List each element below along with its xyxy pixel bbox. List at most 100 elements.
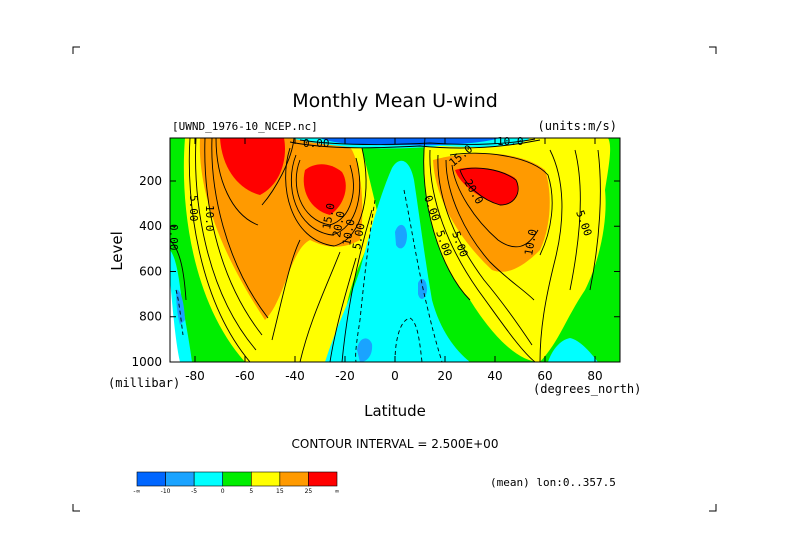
file-label: [UWND_1976-10_NCEP.nc] [172, 120, 318, 133]
contour-label: 20.0 [330, 210, 347, 238]
contour-label: 5.00 [187, 195, 200, 222]
y-axis: 200 400 600 800 1000 [131, 174, 620, 369]
x-tick-label: -40 [285, 369, 305, 383]
contour-line [437, 154, 533, 346]
contour-line [285, 147, 367, 247]
contour-line [539, 149, 563, 362]
colorbar-tick-label: 5 [249, 488, 253, 495]
contour-line [170, 239, 187, 301]
sh-jet-red-high [220, 138, 285, 195]
contour-line [329, 257, 357, 362]
x-tick-label: -20 [335, 369, 355, 383]
crop-mark-top-left [72, 46, 80, 54]
dashed-contour-lines [175, 189, 443, 362]
easterly-spot-2 [418, 278, 427, 299]
mean-note: (mean) lon:0..357.5 [490, 476, 616, 489]
contour-label: 15.0 [320, 202, 337, 230]
colorbar-tick-label: -∞ [133, 488, 140, 495]
colorbar-tick-label: 25 [305, 488, 313, 495]
y-tick-label: 1000 [131, 355, 162, 369]
contour-line [195, 138, 257, 351]
colorbar-tick-label: -10 [161, 488, 171, 495]
colorbar-swatch [136, 471, 166, 487]
contour-line [449, 152, 553, 256]
y-tick-label: 400 [139, 219, 162, 233]
crop-mark-bottom-right [709, 504, 717, 512]
easterly-spot-3 [357, 338, 373, 362]
contour-line [290, 154, 361, 236]
x-tick-label: -80 [185, 369, 205, 383]
x-tick-label: 0 [391, 369, 399, 383]
contour-line [429, 149, 536, 362]
sh-jet-red-core [303, 164, 346, 215]
x-axis-title: Latitude [364, 402, 426, 420]
contour-line [204, 138, 263, 336]
contour-line [271, 239, 301, 341]
y-tick-label: 800 [139, 310, 162, 324]
contour-line [589, 149, 601, 291]
contour-lines [170, 138, 601, 362]
colorbar-swatch [279, 471, 309, 487]
y-tick-label: 200 [139, 174, 162, 188]
dashed-contour-line [175, 289, 184, 336]
contour-label: 0.00 [167, 224, 180, 251]
colorbar-swatch [165, 471, 195, 487]
contour-line [215, 138, 259, 226]
contour-line [211, 138, 269, 319]
units-label: (units:m/s) [538, 119, 617, 133]
contour-line [299, 251, 341, 362]
contour-label: 0.00 [303, 137, 330, 150]
x-axis: -80 -60 -40 -20 0 20 40 60 80 [185, 138, 603, 383]
colorbar-tick-label: 15 [276, 488, 284, 495]
nh-lowlevel-cyan [548, 338, 598, 362]
easterly-spot-1 [395, 224, 407, 249]
x-tick-label: 20 [437, 369, 452, 383]
colorbar: -∞ -10 -5 0 5 15 25 ∞ [133, 471, 340, 495]
plot-area [170, 138, 620, 362]
y-tick-label: 600 [139, 264, 162, 278]
colorbar-tick-label: -5 [191, 488, 197, 495]
contour-line [289, 139, 541, 149]
x-tick-label: 60 [537, 369, 552, 383]
contour-line [295, 159, 354, 226]
contour-label: 5.00 [350, 222, 367, 250]
contour-line [445, 159, 535, 301]
colorbar-swatch [308, 471, 338, 487]
chart-title: Monthly Mean U-wind [292, 90, 498, 112]
dashed-contour-line [394, 317, 423, 362]
contour-label: 10.0 [497, 135, 524, 148]
crop-marks [72, 46, 717, 512]
contour-line [341, 209, 373, 362]
strato-easterlies-blue [320, 138, 500, 146]
contour-label: 10.0 [340, 218, 357, 246]
contour-label: 10.0 [203, 205, 216, 232]
nh-jet-red-core [455, 167, 519, 205]
contour-line [459, 167, 519, 206]
colorbar-swatch [250, 471, 281, 487]
colorbar-tick-label: 0 [221, 488, 225, 495]
colorbar-tick-label: ∞ [335, 488, 340, 495]
dashed-contour-line [403, 189, 443, 362]
y-unit-label: (millibar) [108, 376, 180, 390]
contour-line [451, 164, 539, 248]
x-tick-label: 80 [587, 369, 602, 383]
contour-line [188, 138, 251, 362]
colorbar-swatch [222, 471, 252, 487]
crop-mark-top-right [709, 46, 717, 54]
missing-data-wedge [170, 280, 180, 362]
crop-mark-bottom-left [72, 504, 80, 512]
dashed-contour-line [355, 199, 376, 362]
x-unit-label: (degrees_north) [533, 382, 641, 396]
nh-jet-orange [433, 153, 550, 272]
y-axis-title: Level [108, 231, 126, 271]
contour-line [261, 138, 295, 206]
contour-label: 10.0 [522, 228, 539, 256]
contour-interval-text: CONTOUR INTERVAL = 2.500E+00 [292, 437, 499, 451]
contour-line [423, 138, 471, 301]
x-tick-label: -60 [235, 369, 255, 383]
contour-line [569, 149, 581, 291]
x-tick-label: 40 [487, 369, 502, 383]
colorbar-swatch [193, 471, 224, 487]
